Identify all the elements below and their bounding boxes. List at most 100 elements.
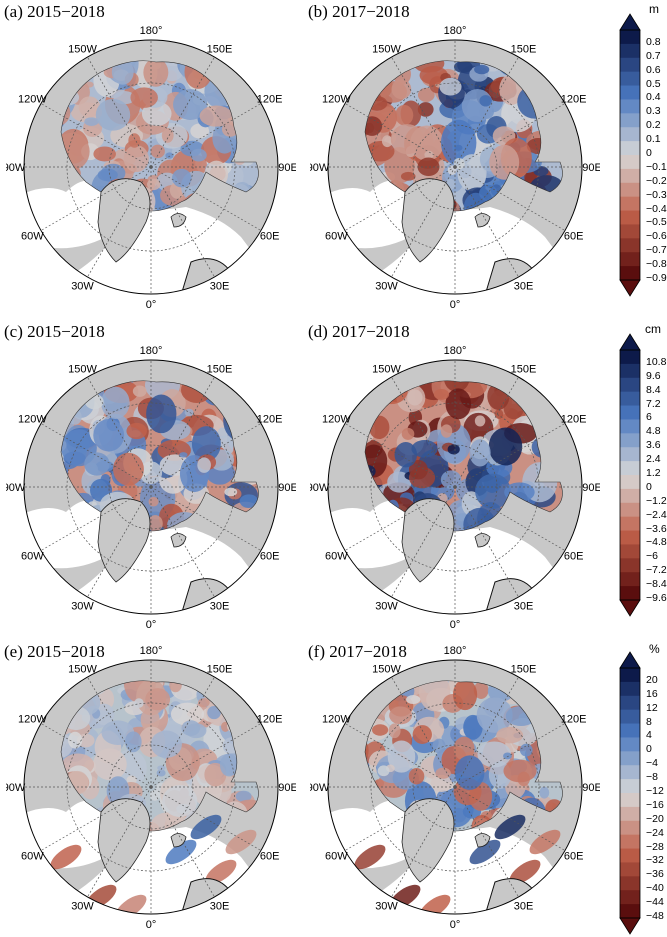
anomaly-patch (453, 736, 475, 761)
anomaly-patch (225, 829, 257, 855)
anomaly-patch (162, 785, 198, 817)
map-label-90w: 90W (6, 482, 26, 494)
map-label-0: 0° (146, 619, 157, 631)
anomaly-patch (453, 60, 473, 73)
map-label-60e: 60E (260, 231, 280, 243)
colorbar-bin (620, 876, 640, 891)
meridian (391, 786, 456, 898)
colorbar-tick-label: 0 (646, 147, 652, 159)
meridian (87, 676, 152, 788)
colorbar-bin (620, 238, 640, 253)
svalbard (474, 213, 491, 228)
colorbar-bin (620, 30, 640, 45)
colorbar-frame (619, 29, 641, 281)
map-label-60e: 60E (564, 851, 584, 863)
anomaly-patch (395, 104, 414, 126)
anomaly-patch (479, 95, 492, 107)
meridian (40, 166, 152, 231)
anomaly-patch (101, 386, 130, 420)
anomaly-patch (165, 839, 197, 865)
anomaly-patch (157, 765, 166, 771)
anomaly-patch (130, 87, 158, 108)
anomaly-patch (78, 96, 101, 118)
anomaly-patch (539, 786, 550, 799)
anomaly-patch (488, 427, 523, 466)
meridian (87, 786, 152, 898)
meridian (87, 486, 152, 598)
colorbar-tick-label: 9.6 (646, 369, 661, 382)
colorbar-bin (620, 182, 640, 198)
anomaly-patch (443, 380, 470, 392)
map-panel-e: 180° 150E 120E 90E 60E 30E 0° 30W 60W 90W 120W 150W (6, 645, 296, 931)
anomaly-patch (235, 790, 252, 802)
anomaly-patch (417, 102, 434, 117)
colorbar-tick-label: −36 (646, 868, 664, 881)
colorbar-tick-label: 0.4 (646, 91, 661, 104)
anomaly-patch (165, 152, 174, 159)
anomaly-patch (173, 89, 208, 120)
map-label-120w: 120W (322, 714, 351, 726)
meridian (87, 56, 152, 168)
anomaly-patch (95, 98, 131, 131)
colorbar-bin (620, 141, 640, 156)
colorbar-bin (620, 586, 640, 601)
colorbar-bin (620, 210, 640, 226)
colorbar-bin (620, 419, 640, 434)
panel-title-f: (f) 2017−2018 (308, 642, 407, 661)
anomaly-patch (93, 703, 115, 726)
map-label-180: 180° (444, 25, 467, 37)
anomaly-patch (445, 388, 472, 420)
colorbar-tick-label: 12 (646, 701, 658, 714)
anomaly-patch (433, 389, 450, 400)
colorbar-bin (620, 433, 640, 448)
colorbar-thickness (619, 13, 641, 297)
anomaly-patch (190, 123, 210, 139)
meridian (454, 486, 519, 598)
anomaly-patch (145, 688, 171, 711)
svalbard (474, 533, 491, 548)
meridian (454, 376, 519, 488)
anomaly-patch (199, 105, 233, 127)
anomaly-patch (408, 459, 428, 480)
anomaly-patch (377, 765, 390, 777)
colorbar-tick-label: 0 (646, 480, 652, 493)
map-label-150w: 150W (68, 363, 97, 375)
colorbar-bin (620, 224, 640, 239)
colorbar-tick-label: −2.4 (646, 508, 667, 521)
svalbard (170, 533, 187, 548)
anomaly-patch (190, 814, 222, 840)
map-panel-f: 180° 150E 120E 90E 60E 30E 0° 30W 60W 90W 120W 150W (310, 645, 600, 931)
colorbar-bin (620, 127, 640, 142)
colorbar-snow (619, 333, 641, 617)
map-label-0: 0° (450, 919, 461, 931)
meridian (150, 486, 215, 598)
map-label-180: 180° (444, 645, 467, 657)
colorbar-tick-label: −0.2 (646, 174, 667, 187)
map-label-120e: 120E (257, 414, 283, 426)
map-boundary (327, 359, 583, 615)
map-label-30e: 30E (514, 901, 534, 913)
anomaly-patch (503, 752, 512, 760)
anomaly-patch (494, 409, 504, 419)
anomaly-patch (477, 741, 512, 768)
colorbar-tick-label: −12 (646, 785, 664, 797)
anomaly-patch (93, 146, 116, 162)
meridian (344, 786, 456, 851)
anomaly-patch (430, 774, 452, 792)
colorbar-frame (619, 349, 641, 601)
colorbar-max-arrow (619, 13, 641, 31)
anomaly-patch (407, 389, 423, 406)
anomaly-patch (150, 730, 182, 758)
map-label-60w: 60W (21, 551, 44, 563)
colorbar-tick-label: −0.6 (646, 230, 667, 243)
anomaly-patch (372, 724, 389, 736)
colorbar-bin (620, 85, 640, 101)
meridian (40, 786, 152, 851)
anomaly-patch (207, 705, 221, 720)
colorbar-bin (620, 820, 640, 836)
map-label-60w: 60W (21, 231, 44, 243)
anomaly-patch (197, 457, 211, 473)
colorbar-tick-label: 0.5 (646, 77, 661, 90)
anomaly-patch (61, 60, 64, 69)
anomaly-patch (93, 419, 125, 452)
